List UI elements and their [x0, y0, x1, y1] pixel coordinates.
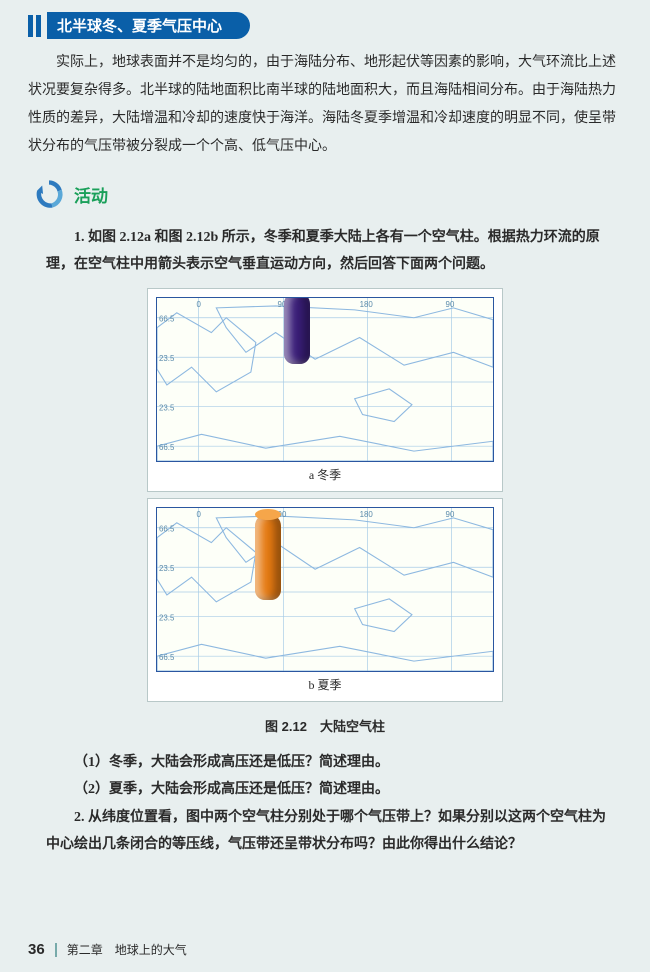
map-a-svg: 09018090 66.523.523.566.5: [157, 298, 493, 461]
air-column-winter: [284, 297, 310, 364]
svg-text:66.5: 66.5: [159, 525, 175, 534]
page-number: 36: [28, 941, 45, 958]
figure-b-caption: b 夏季: [156, 676, 494, 693]
figure-group: 0 90 180 90 66.5 23.5 23.5 66.5 a 冬季: [28, 288, 622, 749]
page-footer: 36 第二章 地球上的大气: [28, 941, 187, 958]
svg-text:66.5: 66.5: [159, 315, 175, 324]
svg-text:180: 180: [360, 300, 374, 309]
activity-text: 1. 如图 2.12a 和图 2.12b 所示，冬季和夏季大陆上各有一个空气柱。…: [46, 225, 614, 278]
questions-block: （1）冬季，大陆会形成高压还是低压？简述理由。 （2）夏季，大陆会形成高压还是低…: [46, 749, 614, 858]
svg-text:66.5: 66.5: [159, 443, 175, 452]
activity-label: 活动: [74, 182, 108, 207]
air-column-summer: [255, 514, 281, 600]
question-1: （1）冬季，大陆会形成高压还是低压？简述理由。: [46, 749, 614, 776]
figure-main-caption: 图 2.12 大陆空气柱: [265, 716, 385, 735]
activity-icon: [32, 177, 66, 211]
svg-text:90: 90: [446, 300, 455, 309]
svg-text:180: 180: [360, 510, 374, 519]
svg-text:66.5: 66.5: [159, 653, 175, 662]
svg-text:90: 90: [446, 510, 455, 519]
header-marks: [28, 15, 41, 37]
chapter-label: 第二章 地球上的大气: [67, 941, 187, 958]
figure-b: 09018090 66.523.523.566.5 b 夏季: [147, 498, 503, 702]
section-title: 北半球冬、夏季气压中心: [47, 12, 250, 39]
question-2: （2）夏季，大陆会形成高压还是低压？简述理由。: [46, 776, 614, 803]
intro-paragraph: 实际上，地球表面并不是均匀的，由于海陆分布、地形起伏等因素的影响，大气环流比上述…: [28, 49, 622, 161]
section-header: 北半球冬、夏季气压中心: [28, 12, 622, 39]
svg-text:23.5: 23.5: [159, 614, 175, 623]
question-3: 2. 从纬度位置看，图中两个空气柱分别处于哪个气压带上？如果分别以这两个空气柱为…: [46, 804, 614, 859]
figure-a: 09018090 66.523.523.566.5 a 冬季: [147, 288, 503, 492]
activity-header: 活动: [32, 177, 622, 211]
map-b-svg: 09018090 66.523.523.566.5: [157, 508, 493, 671]
svg-text:23.5: 23.5: [159, 404, 175, 413]
svg-text:0: 0: [197, 510, 202, 519]
svg-text:23.5: 23.5: [159, 564, 175, 573]
svg-text:0: 0: [197, 300, 202, 309]
svg-text:23.5: 23.5: [159, 354, 175, 363]
figure-a-caption: a 冬季: [156, 466, 494, 483]
